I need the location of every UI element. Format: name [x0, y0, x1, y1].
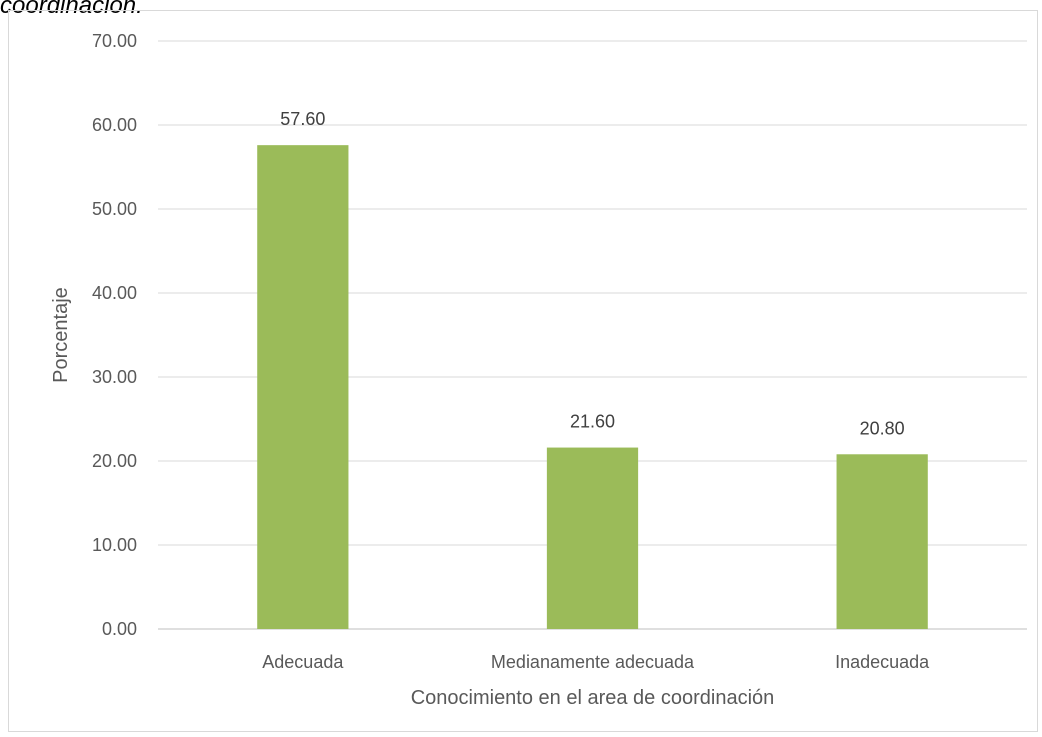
- y-axis-ticks: 0.00 10.00 20.00 30.00 40.00 50.00 60.00 70.00: [92, 31, 137, 639]
- y-tick-label: 0.00: [102, 619, 137, 639]
- data-label: 57.60: [280, 109, 325, 129]
- y-tick-label: 30.00: [92, 367, 137, 387]
- bar: [257, 145, 349, 629]
- figure-caption-fragment: coordinación.: [0, 0, 143, 19]
- x-axis-title: Conocimiento en el area de coordinación: [411, 687, 775, 709]
- y-tick-label: 60.00: [92, 115, 137, 135]
- x-tick-label: Inadecuada: [835, 652, 930, 672]
- x-axis-ticks: Adecuada Medianamente adecuada Inadecuada: [262, 652, 930, 672]
- y-tick-label: 70.00: [92, 31, 137, 51]
- data-labels: 57.60 21.60 20.80: [280, 109, 904, 438]
- data-label: 20.80: [860, 418, 905, 438]
- y-tick-label: 50.00: [92, 199, 137, 219]
- bar: [836, 454, 928, 629]
- bar: [546, 447, 639, 629]
- data-label: 21.60: [570, 412, 615, 432]
- x-tick-label: Medianamente adecuada: [491, 652, 695, 672]
- chart-frame: [8, 10, 1038, 732]
- y-tick-label: 40.00: [92, 283, 137, 303]
- x-tick-label: Adecuada: [262, 652, 344, 672]
- y-tick-label: 10.00: [92, 535, 137, 555]
- y-axis-title: Porcentaje: [50, 287, 72, 383]
- y-tick-label: 20.00: [92, 451, 137, 471]
- bars: [257, 145, 928, 629]
